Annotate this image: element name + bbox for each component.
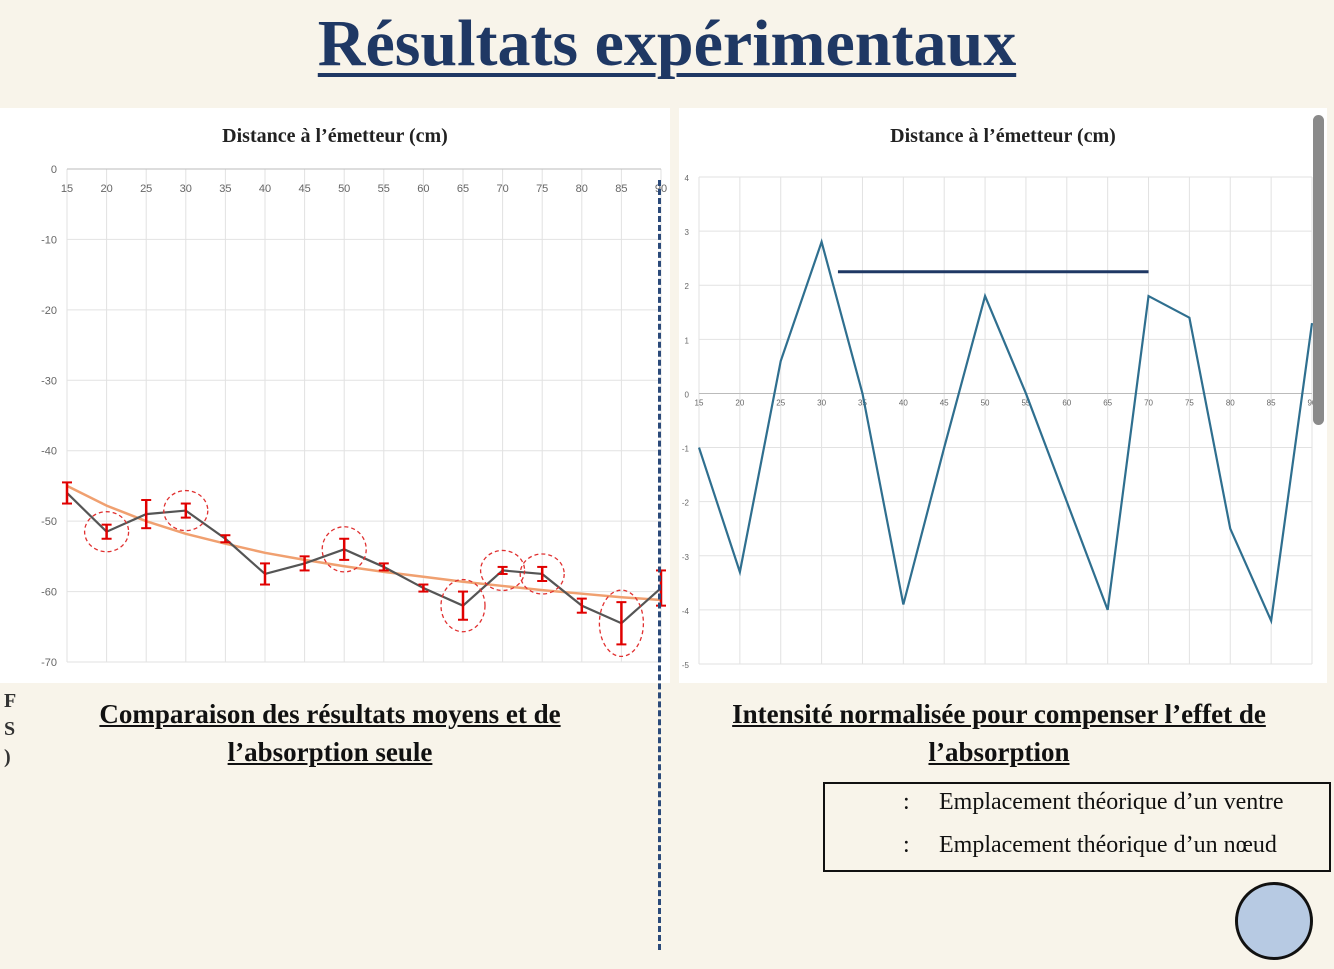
x-tick-label: 20 (100, 183, 112, 195)
x-tick-label: 90 (1308, 398, 1317, 407)
x-tick-label: 75 (536, 183, 548, 195)
y-tick-label: -4 (682, 607, 690, 616)
highlight-circle (479, 549, 526, 592)
highlight-circle (83, 511, 130, 553)
y-tick-label: -70 (41, 657, 57, 669)
x-tick-label: 50 (338, 183, 350, 195)
x-tick-label: 70 (496, 183, 508, 195)
left-chart-panel: Distance à l’émetteur (cm) 15 20 25 30 35 40 4… (0, 108, 670, 683)
x-tick-label: 25 (776, 398, 785, 407)
left-chart: 15 20 25 30 35 40 45 50 55 60 65 70 75 80 85 90 0 -10 -20 -… (41, 164, 667, 669)
y-tick-label: 4 (685, 174, 690, 183)
left-caption: Comparaison des résultats moyens et de l… (30, 695, 630, 771)
y-tick-label: -60 (41, 587, 57, 599)
right-chart-panel: Distance à l’émetteur (cm) 15 20 25 30 35 40 4… (679, 108, 1327, 683)
x-tick-label: 15 (695, 398, 704, 407)
y-tick-label: -3 (682, 553, 690, 562)
x-tick-label: 60 (417, 183, 429, 195)
y-tick-label: -5 (682, 661, 690, 670)
x-tick-label: 60 (1062, 398, 1071, 407)
y-tick-label: -40 (41, 446, 57, 458)
highlight-circle (519, 553, 565, 595)
x-tick-label: 45 (298, 183, 310, 195)
x-tick-label: 85 (615, 183, 627, 195)
right-chart: 15 20 25 30 35 40 45 50 55 60 65 70 75 80 85 90 4 3 2 1 0 -1 -… (682, 174, 1317, 670)
x-tick-label: 40 (899, 398, 908, 407)
x-tick-label: 30 (817, 398, 826, 407)
x-tick-label: 70 (1144, 398, 1153, 407)
y-tick-label: -20 (41, 305, 57, 317)
y-tick-label: -30 (41, 375, 57, 387)
x-tick-label: 75 (1185, 398, 1194, 407)
side-letter: F (4, 690, 17, 712)
page-title: Résultats expérimentaux (317, 7, 1017, 80)
series-line (66, 484, 662, 602)
highlight-circle (598, 589, 645, 658)
x-tick-label: 35 (219, 183, 231, 195)
scrollbar-thumb[interactable] (1313, 115, 1324, 425)
y-tick-label: -2 (682, 499, 690, 508)
y-tick-label: 0 (51, 164, 57, 176)
y-tick-label: -1 (682, 445, 690, 454)
legend-item-ventre: : Emplacement théorique d’un ventre (903, 789, 1284, 816)
y-tick-label: -10 (41, 234, 57, 246)
y-tick-label: 0 (685, 390, 690, 399)
x-tick-label: 20 (735, 398, 744, 407)
x-tick-label: 15 (61, 183, 73, 195)
legend-separator: : (903, 789, 910, 815)
legend-separator: : (903, 832, 910, 858)
y-tick-label: 1 (685, 336, 690, 345)
x-tick-label: 25 (140, 183, 152, 195)
highlight-circle (440, 578, 486, 633)
left-caption-line: Comparaison des résultats moyens et de (99, 699, 561, 729)
x-tick-label: 65 (1103, 398, 1112, 407)
x-tick-label: 30 (180, 183, 192, 195)
x-tick-label: 80 (576, 183, 588, 195)
x-tick-label: 50 (981, 398, 990, 407)
legend-item-noeud: : Emplacement théorique d’un nœud (903, 832, 1277, 859)
x-tick-label: 55 (378, 183, 390, 195)
x-tick-label: 45 (940, 398, 949, 407)
right-caption-line: Intensité normalisée pour compenser l’ef… (732, 699, 1266, 729)
highlight-circle (163, 489, 209, 532)
left-caption-line: l’absorption seule (227, 737, 433, 767)
x-tick-label: 85 (1267, 398, 1276, 407)
left-x-axis-title: Distance à l’émetteur (cm) (222, 125, 448, 147)
x-tick-label: 35 (858, 398, 867, 407)
x-tick-label: 90 (655, 183, 667, 195)
series-line (697, 238, 1314, 625)
circle-button[interactable] (1235, 882, 1313, 960)
x-tick-label: 40 (259, 183, 271, 195)
panel-divider (658, 180, 661, 950)
legend-box: : Emplacement théorique d’un ventre : Empl… (823, 782, 1331, 872)
side-letter: S (4, 718, 16, 740)
x-tick-label: 55 (1021, 398, 1030, 407)
legend-label: Emplacement théorique d’un ventre (939, 789, 1284, 815)
legend-label: Emplacement théorique d’un nœud (939, 832, 1277, 858)
x-tick-label: 80 (1226, 398, 1235, 407)
side-letter: ) (4, 746, 11, 768)
y-tick-label: 3 (685, 228, 690, 237)
right-caption: Intensité normalisée pour compenser l’ef… (679, 695, 1319, 771)
right-caption-line: l’absorption (928, 737, 1070, 767)
x-tick-label: 65 (457, 183, 469, 195)
y-tick-label: -50 (41, 516, 57, 528)
right-x-axis-title: Distance à l’émetteur (cm) (890, 125, 1116, 147)
y-tick-label: 2 (685, 282, 690, 291)
